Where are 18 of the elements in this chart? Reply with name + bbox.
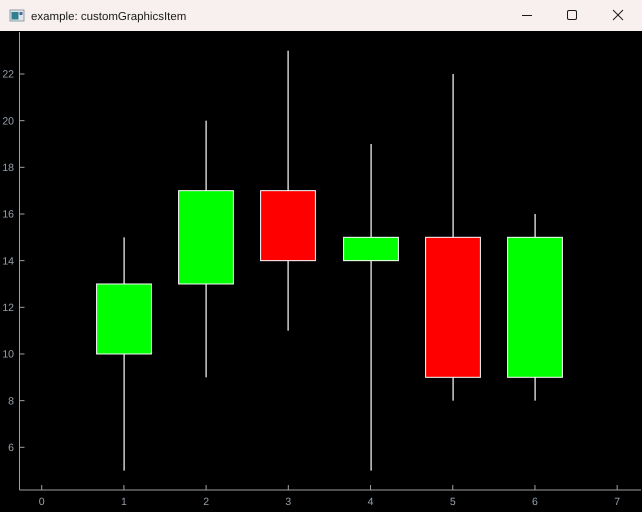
x-tick-label: 5 (450, 496, 456, 508)
x-tick-label: 1 (120, 496, 127, 508)
chart-title: example: customGraphicsItem (31, 11, 186, 23)
y-tick-label: 10 (2, 348, 14, 361)
x-tick-label: 0 (38, 496, 45, 508)
y-tick-label: 22 (2, 68, 14, 81)
y-tick-label: 16 (2, 208, 14, 221)
x-tick-label: 7 (614, 496, 620, 508)
y-tick-label: 12 (2, 302, 14, 314)
x-tick-label: 3 (285, 496, 292, 508)
y-tick-label: 20 (2, 115, 14, 128)
y-tick-label: 18 (2, 162, 14, 174)
x-tick-label: 4 (368, 496, 374, 508)
y-tick-label: 8 (8, 395, 14, 408)
y-tick-label: 14 (2, 255, 14, 268)
x-tick-label: 6 (532, 496, 538, 508)
x-tick-label: 2 (203, 496, 210, 508)
y-tick-label: 6 (8, 442, 14, 454)
